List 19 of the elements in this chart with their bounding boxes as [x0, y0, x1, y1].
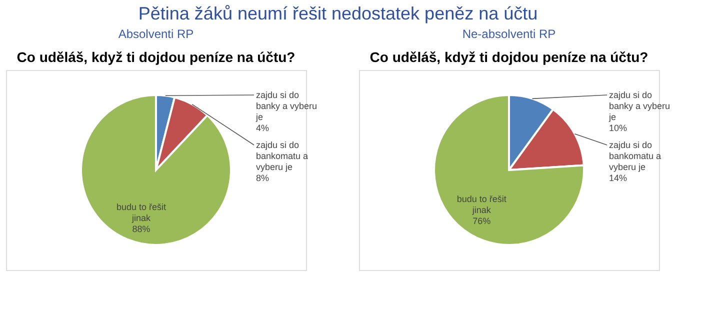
- chart-title: Co uděláš, když ti dojdou peníze na účtu?: [370, 49, 648, 65]
- slice-label: zajdu si do bankomatu a vyberu je: [609, 140, 662, 172]
- slice-label: budu to řešit jinak: [116, 202, 167, 224]
- text: Pětina žáků neumí řešit nedostatek peněz na účtu: [138, 4, 538, 24]
- chart-title: Co uděláš, když ti dojdou peníze na účtu?: [16, 49, 296, 65]
- slice-label: zajdu si do banky a vyberu je: [255, 90, 318, 122]
- data-label: 10%: [609, 123, 628, 133]
- slice-label: zajdu si do banky a vyberu je: [608, 90, 670, 122]
- pie-slice: [80, 94, 232, 246]
- data-label: 8%: [256, 173, 270, 183]
- chart-subtitle: Ne-absolventi RP: [462, 27, 556, 41]
- slice-label: budu to řešit jinak: [456, 194, 507, 216]
- chart-subtitle: Absolventi RP: [118, 27, 194, 41]
- data-label: 4%: [256, 123, 270, 133]
- pie-slice: [433, 94, 585, 246]
- slice-label: zajdu si do bankomatu a vyberu je: [256, 140, 308, 172]
- data-label: 88%: [132, 224, 150, 234]
- data-label: 14%: [609, 173, 628, 183]
- data-label: 76%: [472, 216, 491, 226]
